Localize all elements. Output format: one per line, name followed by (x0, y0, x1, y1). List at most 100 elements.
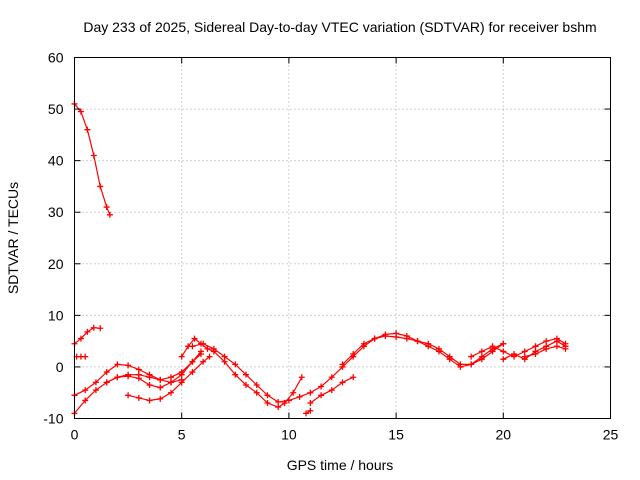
data-point (77, 335, 84, 342)
data-point (521, 348, 528, 355)
data-point (307, 400, 314, 407)
y-tick-label: 60 (48, 50, 64, 66)
data-point (135, 366, 142, 373)
data-point (275, 398, 282, 405)
x-tick-label: 25 (603, 427, 619, 443)
y-tick-label: 40 (48, 153, 64, 169)
data-point (210, 345, 217, 352)
series-arc-2 (71, 324, 104, 347)
series-arc-14 (500, 338, 569, 363)
series-line (106, 351, 202, 383)
data-point (543, 345, 550, 352)
data-point (146, 381, 153, 388)
data-point (200, 340, 207, 347)
series-arc-15 (521, 343, 569, 360)
data-point (489, 348, 496, 355)
data-point (157, 395, 164, 402)
data-point (562, 345, 569, 352)
data-marks (71, 100, 569, 417)
data-point (135, 371, 142, 378)
y-tick-label: 20 (48, 256, 64, 272)
data-point (435, 348, 442, 355)
data-point (253, 389, 260, 396)
series-arc-12 (339, 332, 507, 370)
series-arc-7 (125, 353, 213, 404)
data-point (414, 338, 421, 345)
data-point (296, 393, 303, 400)
data-point (403, 335, 410, 342)
data-point (521, 353, 528, 360)
data-point (82, 353, 89, 360)
series-arc-1 (71, 100, 113, 218)
data-point (189, 369, 196, 376)
series-arc-8 (178, 335, 305, 411)
data-point (511, 351, 518, 358)
data-point (393, 334, 400, 341)
data-point (178, 379, 185, 386)
data-point (125, 362, 132, 369)
x-axis-label: GPS time / hours (287, 457, 394, 473)
series-arc-5 (71, 361, 185, 399)
data-point (125, 371, 132, 378)
data-point (553, 338, 560, 345)
data-point (97, 325, 104, 332)
y-tick-label: 50 (48, 101, 64, 117)
data-point (243, 371, 250, 378)
data-point (382, 332, 389, 339)
x-tick-label: 5 (178, 427, 186, 443)
data-point (189, 343, 196, 350)
data-point (77, 108, 84, 115)
data-point (103, 369, 110, 376)
data-point (157, 376, 164, 383)
data-point (543, 338, 550, 345)
series-line (342, 335, 504, 368)
data-point (290, 389, 297, 396)
series-arc-9 (189, 330, 507, 405)
data-point (328, 374, 335, 381)
data-point (350, 351, 357, 358)
data-point (371, 335, 378, 342)
data-point (221, 353, 228, 360)
data-point (146, 397, 153, 404)
data-point (125, 392, 132, 399)
data-point (103, 204, 110, 211)
data-point (553, 343, 560, 350)
series-line (192, 332, 504, 403)
data-point (339, 361, 346, 368)
chart-title: Day 233 of 2025, Sidereal Day-to-day VTE… (83, 19, 596, 35)
y-tick-label: -10 (43, 411, 63, 427)
data-point (360, 340, 367, 347)
data-point (90, 152, 97, 159)
y-tick-label: 0 (56, 359, 64, 375)
data-point (500, 340, 507, 347)
data-point (114, 361, 121, 368)
data-point (135, 394, 142, 401)
data-point (92, 387, 99, 394)
series-line (181, 337, 303, 408)
x-tick-label: 15 (388, 427, 404, 443)
data-point (146, 374, 153, 381)
series-arc-11 (307, 374, 357, 407)
data-point (82, 387, 89, 394)
data-point (468, 353, 475, 360)
data-point (425, 343, 432, 350)
data-point (106, 211, 113, 218)
series-arc-10 (303, 407, 314, 417)
data-point (167, 374, 174, 381)
series-arc-4 (71, 351, 204, 417)
data-point (318, 383, 325, 390)
data-point (178, 369, 185, 376)
data-point (285, 397, 292, 404)
data-point (350, 374, 357, 381)
series-line (74, 363, 182, 396)
data-point (532, 351, 539, 358)
data-point (500, 356, 507, 363)
x-tick-label: 20 (496, 427, 512, 443)
data-point (232, 371, 239, 378)
data-point (457, 363, 464, 370)
x-tick-label: 0 (71, 427, 79, 443)
data-point (157, 384, 164, 391)
data-point (206, 353, 213, 360)
series-arc-6 (103, 348, 204, 386)
